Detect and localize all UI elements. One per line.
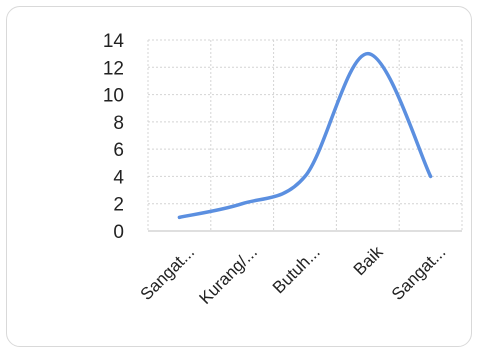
y-tick-label: 0 <box>113 222 124 243</box>
gridlines <box>147 39 463 231</box>
x-tick-label: Sangat... <box>137 242 199 304</box>
y-tick-label: 4 <box>113 167 124 188</box>
y-tick-label: 2 <box>113 195 124 216</box>
series-line <box>177 51 433 220</box>
series-group <box>177 51 433 220</box>
x-tick-labels: Sangat...Kurang/... Butuh... Baik Sangat... <box>137 242 450 308</box>
y-tick-labels: 0 2 4 6 8 10 12 14 <box>103 31 125 243</box>
y-tick-label: 14 <box>103 31 125 52</box>
y-tick-label: 12 <box>103 58 124 79</box>
x-tick-label: Butuh... <box>269 242 324 297</box>
y-tick-label: 10 <box>103 86 124 107</box>
x-tick-label: Baik <box>350 242 387 279</box>
y-tick-label: 8 <box>113 113 124 134</box>
chart-frame <box>6 6 472 347</box>
y-tick-label: 6 <box>113 140 124 161</box>
x-tick-label: Sangat... <box>388 242 450 304</box>
x-tick-label: Kurang/... <box>195 242 261 308</box>
